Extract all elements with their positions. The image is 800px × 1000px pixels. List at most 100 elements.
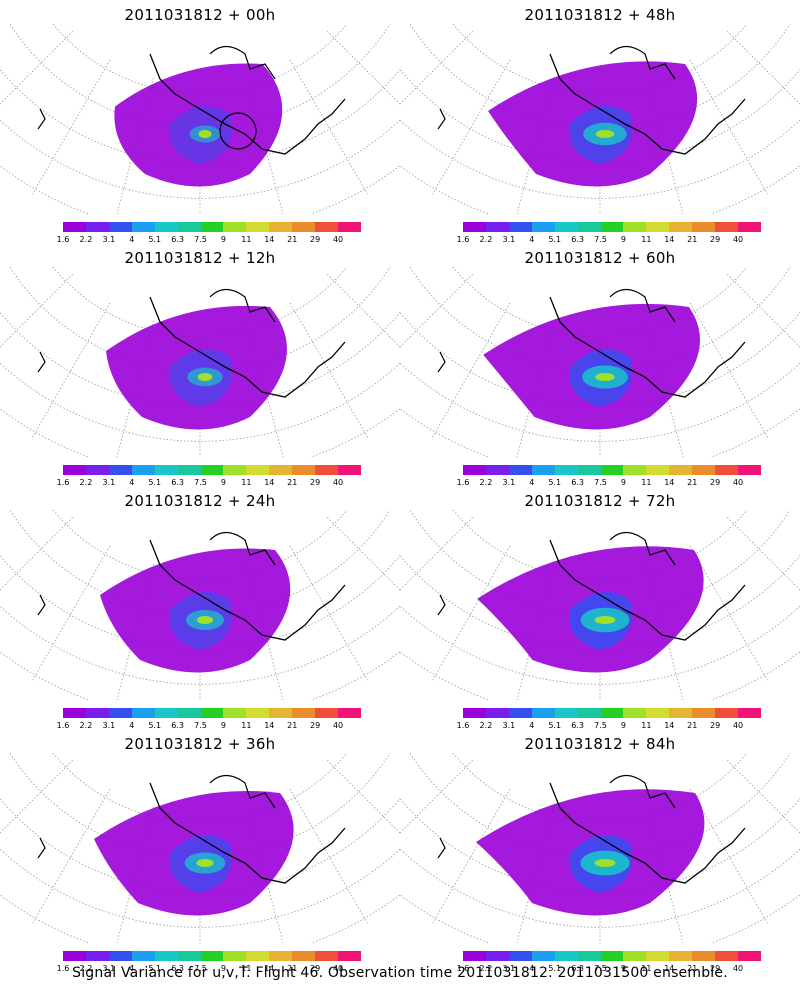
- colorbar-swatch: [292, 708, 316, 718]
- colorbar-swatch: [292, 951, 316, 961]
- colorbar-label: 4: [129, 721, 135, 730]
- colorbar-labels: 1.6 2.2 3.1 4 5.1 6.3 7.5 9 11 14 21 29 40: [457, 964, 761, 974]
- colorbar-label: 40: [332, 235, 344, 244]
- colorbar-label: 21: [287, 235, 298, 244]
- colorbar-swatch: [338, 465, 361, 475]
- map-area: [0, 0, 514, 239]
- colorbar-label: 21: [287, 721, 298, 730]
- panel-title: 2011031812 + 84h: [524, 735, 676, 753]
- longitude-line: [326, 273, 438, 385]
- colorbar-swatch: [246, 951, 270, 961]
- panel-title: 2011031812 + 60h: [524, 249, 676, 267]
- longitude-line: [32, 302, 111, 438]
- colorbar-swatch: [223, 222, 247, 232]
- colorbar-label: 2.2: [79, 478, 93, 487]
- colorbar-label: 21: [687, 235, 698, 244]
- map-plot: [0, 448, 514, 725]
- variance-field: [197, 616, 213, 624]
- colorbar-swatch: [577, 222, 601, 232]
- longitude-line: [689, 302, 768, 438]
- colorbar-swatch: [223, 951, 247, 961]
- colorbar-label: 4: [529, 721, 535, 730]
- colorbar-label: 21: [687, 721, 698, 730]
- longitude-line: [289, 788, 368, 924]
- colorbar-label: 7.5: [194, 478, 207, 487]
- colorbar-label: 2.2: [79, 235, 93, 244]
- colorbar-label: 11: [241, 721, 252, 730]
- colorbar-label: 5.1: [148, 721, 162, 730]
- coastline: [437, 45, 676, 130]
- colorbar-label: 9: [220, 478, 226, 487]
- longitude-line: [365, 0, 491, 72]
- colorbar-label: 9: [220, 721, 226, 730]
- colorbar-labels: 1.6 2.2 3.1 4 5.1 6.3 7.5 9 11 14 21 29 40: [457, 235, 761, 245]
- colorbar-label: 9: [620, 478, 626, 487]
- colorbar-swatch: [200, 951, 224, 961]
- colorbar-labels: 1.6 2.2 3.1 4 5.1 6.3 7.5 9 11 14 21 29 40: [457, 721, 761, 731]
- colorbar-swatch: [315, 708, 339, 718]
- colorbar-swatch: [315, 951, 339, 961]
- colorbar-label: 29: [710, 721, 721, 730]
- longitude-line: [0, 479, 45, 506]
- colorbar-label: 2.2: [79, 721, 93, 730]
- longitude-line: [0, 759, 74, 834]
- colorbar-labels: 1.6 2.2 3.1 4 5.1 6.3 7.5 9 11 14 21 29 40: [457, 478, 761, 488]
- colorbar-swatch: [554, 951, 578, 961]
- variance-field: [594, 859, 616, 867]
- longitude-line: [326, 516, 438, 628]
- colorbar-label: 29: [310, 721, 321, 730]
- colorbar-swatch: [646, 222, 670, 232]
- colorbar-label: 40: [332, 478, 344, 487]
- colorbar-label: 11: [641, 235, 652, 244]
- colorbar-swatch: [177, 708, 201, 718]
- colorbar-swatch: [200, 222, 224, 232]
- map-area: [0, 691, 514, 968]
- colorbar-swatch: [108, 951, 132, 961]
- colorbar-swatch: [85, 465, 109, 475]
- colorbar-swatch: [531, 222, 555, 232]
- map-area: [0, 205, 514, 482]
- colorbar-label: 2.2: [79, 964, 93, 973]
- coastline: [149, 296, 346, 398]
- longitude-line: [689, 545, 768, 681]
- colorbar-swatch: [485, 222, 509, 232]
- colorbar-swatch: [292, 222, 316, 232]
- colorbar-label: 7.5: [194, 235, 207, 244]
- colorbar-swatch: [669, 951, 693, 961]
- colorbar-swatch: [177, 465, 201, 475]
- colorbar-label: 11: [641, 721, 652, 730]
- longitude-line: [755, 722, 800, 749]
- colorbar-swatch: [485, 951, 509, 961]
- colorbar-swatch: [738, 465, 761, 475]
- longitude-line: [326, 759, 438, 871]
- colorbar-label: 5.1: [548, 478, 562, 487]
- colorbar-swatch: [269, 222, 293, 232]
- longitude-line: [0, 516, 74, 591]
- colorbar-swatch: [108, 708, 132, 718]
- colorbar-swatch: [623, 708, 647, 718]
- map-panel: 2011031812 + 60h 1.6 2.2 3.1 4 5.1 6.3 7.5 9 11 14…: [286, 205, 800, 487]
- colorbar-swatch: [600, 222, 624, 232]
- colorbar-label: 1.6: [56, 964, 70, 973]
- colorbar-swatch: [623, 465, 647, 475]
- panel-title: 2011031812 + 48h: [524, 6, 676, 24]
- colorbar-swatch: [692, 222, 716, 232]
- longitude-line: [289, 59, 368, 195]
- colorbar: [63, 465, 361, 475]
- map-plot: [286, 691, 800, 968]
- colorbar-swatch: [269, 708, 293, 718]
- colorbar-swatch: [108, 465, 132, 475]
- colorbar-swatch: [154, 708, 178, 718]
- colorbar-labels: 1.6 2.2 3.1 4 5.1 6.3 7.5 9 11 14 21 29 40: [57, 721, 361, 731]
- colorbar-swatch: [531, 951, 555, 961]
- colorbar-label: 11: [641, 478, 652, 487]
- coastline: [149, 53, 346, 155]
- colorbar-label: 14: [264, 235, 275, 244]
- variance-field: [196, 859, 214, 867]
- colorbar-label: 7.5: [194, 964, 207, 973]
- colorbar-label: 40: [732, 721, 744, 730]
- colorbar-label: 40: [732, 964, 744, 973]
- map-panel: 2011031812 + 72h 1.6 2.2 3.1 4 5.1 6.3 7.5 9 11 14…: [286, 448, 800, 730]
- longitude-line: [755, 236, 800, 263]
- colorbar-swatch: [508, 222, 532, 232]
